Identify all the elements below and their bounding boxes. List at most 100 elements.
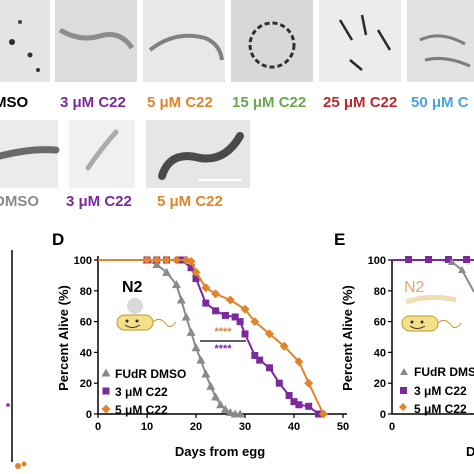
- panel-d: D Percent Alive (%) Days from egg 0 20 40 6…: [52, 230, 349, 459]
- data-point: [206, 381, 216, 390]
- panel-e-y-tick-label: 40: [374, 347, 386, 359]
- label-50uM-top: 50 μM C: [411, 94, 469, 111]
- panel-e-x-label-fragment: D: [466, 444, 474, 459]
- x-tick-label: 40: [288, 421, 300, 433]
- data-point: [171, 255, 181, 265]
- data-point: [202, 299, 210, 307]
- micrograph-worm-cluster: [58, 27, 135, 50]
- legend-label: FUdR DMSO: [115, 367, 186, 381]
- x-tick-label: 30: [239, 421, 251, 433]
- micrograph-spot: [9, 39, 15, 45]
- data-point: [220, 404, 230, 413]
- x-axis-label: Days from egg: [175, 444, 265, 459]
- panel-e-y-tick-label: 100: [368, 255, 386, 267]
- data-point: [186, 257, 196, 267]
- data-point: [201, 283, 211, 293]
- data-point: [216, 400, 225, 409]
- panel-e-marker: [458, 266, 466, 273]
- data-point: [285, 392, 293, 400]
- panel-e-y-tick-label: 60: [374, 317, 386, 329]
- n2-label: N2: [122, 279, 143, 296]
- panel-e-legend-3uM: 3 μM C22: [414, 384, 467, 398]
- y-axis-label: Percent Alive (%): [56, 285, 71, 391]
- left-panel-point: [21, 461, 27, 467]
- data-point: [225, 295, 235, 305]
- micrograph-50uM: [407, 0, 474, 82]
- panel-e-legend-marker-3uM: [400, 387, 407, 394]
- x-tick-label: 0: [95, 421, 101, 433]
- legend-marker: [102, 387, 110, 395]
- y-tick-label: 20: [80, 378, 92, 390]
- micrograph-spot: [36, 68, 40, 72]
- x-tick-label: 50: [337, 421, 349, 433]
- data-point: [290, 398, 298, 406]
- micrograph-worm-ring: [248, 21, 296, 69]
- panel-d-axes: 0 20 40 60 80 100 0 10 20 30 40 50: [74, 255, 349, 433]
- data-point: [152, 255, 162, 265]
- panel-e-letter: E: [334, 230, 345, 249]
- top-micrograph-row: [0, 0, 474, 82]
- data-point: [221, 311, 229, 319]
- data-point: [196, 355, 206, 364]
- data-point: [236, 318, 244, 326]
- y-tick-label: 80: [80, 286, 92, 298]
- legend-marker: [101, 368, 111, 377]
- data-point: [318, 409, 328, 419]
- x-tick-label: 10: [141, 421, 153, 433]
- data-point: [162, 255, 172, 265]
- data-point: [191, 267, 201, 277]
- panel-e-y-tick-label: 0: [380, 409, 386, 421]
- data-point: [275, 379, 283, 387]
- data-point: [171, 280, 181, 289]
- y-tick-label: 0: [86, 409, 92, 421]
- panel-e-y-tick-label: 20: [374, 378, 386, 390]
- series-2: [98, 255, 328, 419]
- panel-e-marker: [405, 256, 412, 263]
- left-panel-remnant: [6, 250, 27, 469]
- data-point: [241, 330, 249, 338]
- drug-dot-icon: [127, 298, 143, 314]
- data-point: [192, 274, 200, 282]
- data-point: [211, 392, 221, 401]
- left-panel-point: [15, 463, 21, 469]
- label-3uM-mid: 3 μM C22: [66, 193, 132, 210]
- micrograph-15uM: [231, 0, 313, 82]
- data-point: [265, 329, 274, 339]
- micrograph-worm-cluster: [338, 14, 392, 71]
- panel-d-legend: FUdR DMSO 3 μM C22 5 μM C22: [101, 367, 186, 417]
- data-point: [304, 378, 314, 388]
- data-point: [191, 343, 201, 352]
- significance-orange: ****: [214, 326, 232, 338]
- label-5uM-mid: 5 μM C22: [157, 193, 223, 210]
- label-15uM-top: 15 μM C22: [232, 94, 306, 111]
- series-0: [98, 255, 245, 418]
- data-point: [225, 407, 235, 416]
- micrograph-spot: [18, 20, 22, 24]
- data-point: [266, 364, 273, 372]
- micrograph-spot: [27, 52, 33, 58]
- worm-body: [0, 146, 60, 160]
- x-tick-label: 20: [190, 421, 202, 433]
- panel-e-y-axis-label: Percent Alive (%): [340, 285, 355, 391]
- y-tick-label: 40: [80, 347, 92, 359]
- data-point: [235, 409, 245, 418]
- data-point: [240, 304, 250, 314]
- panel-d-series: [98, 255, 328, 419]
- data-point: [231, 313, 239, 321]
- label-dmso-top: MSO: [0, 94, 29, 111]
- data-point: [162, 267, 172, 276]
- panel-e-n2-label: N2: [404, 279, 425, 296]
- legend-label: 5 μM C22: [115, 403, 168, 417]
- panel-e-legend-marker-dmso: [400, 368, 408, 375]
- panel-e-bacteria-icon: [401, 315, 462, 332]
- panel-e-marker: [463, 256, 470, 263]
- micrograph-worm-cluster: [419, 34, 471, 68]
- panel-e-legend-5uM: 5 μM C22: [414, 402, 467, 416]
- top-row-labels: MSO 3 μM C22 5 μM C22 15 μM C22 25 μM C2…: [0, 94, 469, 111]
- panel-e-x-tick: 0: [389, 421, 395, 433]
- legend-marker: [101, 404, 111, 414]
- data-point: [251, 351, 259, 359]
- data-point: [186, 327, 196, 336]
- y-tick-label: 60: [80, 317, 92, 329]
